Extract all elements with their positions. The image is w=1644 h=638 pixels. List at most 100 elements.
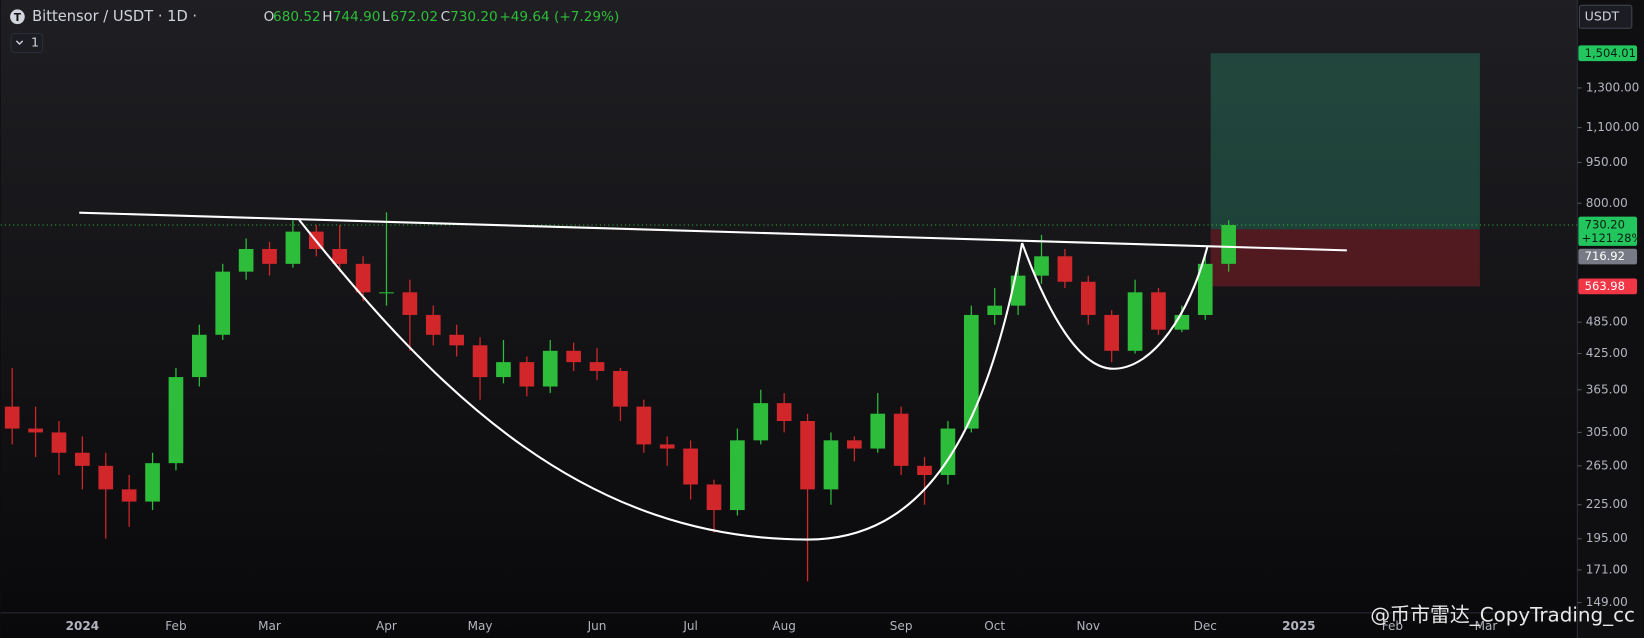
gain-tag: +121.28% xyxy=(1582,231,1643,245)
ohlc-key: H xyxy=(322,9,332,25)
x-tick-label: May xyxy=(468,619,493,633)
symbol-icon-glyph: T xyxy=(14,12,22,24)
ohlc-value: 672.02 xyxy=(390,9,438,25)
candle-body xyxy=(1151,292,1166,330)
entry-tag-bg xyxy=(1578,248,1638,265)
y-tick-label: 1,300.00 xyxy=(1586,80,1640,94)
candle-body xyxy=(1080,281,1096,315)
x-tick-label: Apr xyxy=(376,619,397,633)
ohlc-key: O xyxy=(264,9,275,25)
last-price-tag-bg xyxy=(1578,216,1638,246)
symbol-icon xyxy=(10,9,25,25)
y-tick-label: 365.00 xyxy=(1586,382,1628,396)
x-tick-label: Dec xyxy=(1194,619,1217,633)
candle-body xyxy=(566,350,581,363)
candle-body xyxy=(402,292,418,315)
candle-body xyxy=(917,465,932,475)
x-tick-label: Jul xyxy=(682,619,698,633)
candle-body xyxy=(823,440,839,490)
pattern-drawings xyxy=(79,211,1347,541)
candle-body xyxy=(659,444,675,449)
y-tick-label: 800.00 xyxy=(1586,196,1628,210)
y-tick-label: 171.00 xyxy=(1586,562,1628,576)
y-tick-label: 225.00 xyxy=(1586,497,1628,511)
ohlc-value: 680.52 xyxy=(273,9,321,25)
x-tick-label: Sep xyxy=(890,619,913,633)
y-tick-label: 425.00 xyxy=(1586,346,1628,360)
currency-button[interactable] xyxy=(1578,4,1633,29)
candle-body xyxy=(98,465,114,490)
candle-body xyxy=(355,263,371,293)
indicator-count: 1 xyxy=(31,34,39,49)
candle-body xyxy=(706,484,722,511)
candle-body xyxy=(800,421,815,490)
x-tick-label: Oct xyxy=(984,619,1005,633)
candle-body xyxy=(893,413,909,466)
candle-body xyxy=(28,428,43,433)
y-tick-label: 485.00 xyxy=(1586,315,1628,329)
candle-body xyxy=(285,231,301,264)
candle-body xyxy=(472,345,488,378)
candle-body xyxy=(776,403,792,422)
candle-body xyxy=(613,370,628,407)
x-tick-label: Feb xyxy=(1382,619,1403,633)
candle-body xyxy=(963,314,979,429)
x-tick-label: Feb xyxy=(165,619,186,633)
x-tick-label: Mar xyxy=(1475,619,1498,633)
stop-zone xyxy=(1210,229,1480,287)
candle-body xyxy=(425,314,441,335)
candle-body xyxy=(262,248,277,264)
candle-body xyxy=(215,271,231,335)
x-tick-label: Jun xyxy=(587,619,607,633)
x-tick-label: Mar xyxy=(258,619,281,633)
candle-body xyxy=(332,248,348,264)
y-tick-label: 950.00 xyxy=(1586,155,1628,169)
ohlc-value: 744.90 xyxy=(333,9,381,25)
candle-body xyxy=(753,403,769,441)
candle-body xyxy=(192,334,207,378)
candle-body xyxy=(987,305,1003,315)
stop-tag: 563.98 xyxy=(1585,279,1625,293)
entry-tag: 716.92 xyxy=(1585,249,1625,263)
candle-body xyxy=(636,406,652,445)
ohlc-legend: O 680.52 H 744.90 L 672.02 C 730.20 +49.… xyxy=(264,9,620,25)
y-tick-label: 195.00 xyxy=(1586,531,1628,545)
x-tick-label: Nov xyxy=(1077,619,1100,633)
candle-body xyxy=(870,413,886,449)
candle-body xyxy=(589,362,605,371)
y-tick-label: 1,100.00 xyxy=(1586,120,1640,134)
candle-body xyxy=(519,362,535,387)
position-layer xyxy=(0,53,1578,287)
chart-title[interactable]: Bittensor / USDT · 1D · xyxy=(32,8,197,25)
ohlc-key: C xyxy=(441,9,451,25)
target-tag: 1,504.01 xyxy=(1585,46,1636,60)
neckline xyxy=(79,211,1347,252)
candle-body xyxy=(1034,256,1049,276)
handle-curve xyxy=(1021,242,1209,370)
candle-body xyxy=(683,448,698,485)
candle-body xyxy=(496,362,511,378)
candle-body xyxy=(542,350,558,387)
x-tick-label: 2024 xyxy=(66,619,99,633)
candle-body xyxy=(1221,224,1236,264)
candle-layer xyxy=(4,212,1236,582)
candle-body xyxy=(238,248,254,272)
candle-body xyxy=(168,377,184,464)
candle-body xyxy=(730,440,745,511)
x-tick-label: 2025 xyxy=(1282,619,1316,633)
candle-body xyxy=(1197,263,1213,315)
target-zone xyxy=(1210,53,1480,230)
cup-curve xyxy=(298,219,1024,541)
candle-body xyxy=(1127,292,1143,351)
currency-label: USDT xyxy=(1585,8,1620,23)
ohlc-key: L xyxy=(382,9,390,25)
chevron-icon xyxy=(15,40,24,45)
y-tick-label: 149.00 xyxy=(1586,595,1628,609)
axes: 149.00 171.00 195.00 225.00 265.00 305.00 365.… xyxy=(66,45,1643,633)
candle-body xyxy=(1057,256,1073,282)
indicator-toggle[interactable] xyxy=(10,33,44,53)
ohlc-value: 730.20 xyxy=(450,9,498,25)
candle-body xyxy=(449,334,464,346)
